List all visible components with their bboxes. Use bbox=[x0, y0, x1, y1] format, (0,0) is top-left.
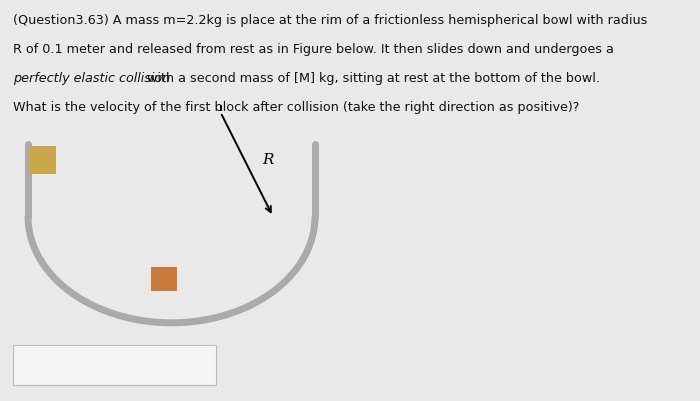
Text: What is the velocity of the first block after collision (take the right directio: What is the velocity of the first block … bbox=[13, 101, 579, 113]
Text: R of 0.1 meter and released from rest as in Figure below. It then slides down an: R of 0.1 meter and released from rest as… bbox=[13, 43, 613, 56]
Text: with a second mass of [M] kg, sitting at rest at the bottom of the bowl.: with a second mass of [M] kg, sitting at… bbox=[143, 72, 600, 85]
Bar bbox=[29, 146, 56, 174]
Bar bbox=[13, 345, 216, 385]
Text: perfectly elastic collision: perfectly elastic collision bbox=[13, 72, 170, 85]
Bar bbox=[150, 267, 177, 291]
Text: (Question3.63) A mass m=2.2kg is place at the rim of a frictionless hemispherica: (Question3.63) A mass m=2.2kg is place a… bbox=[13, 14, 647, 27]
Text: R: R bbox=[262, 154, 274, 167]
